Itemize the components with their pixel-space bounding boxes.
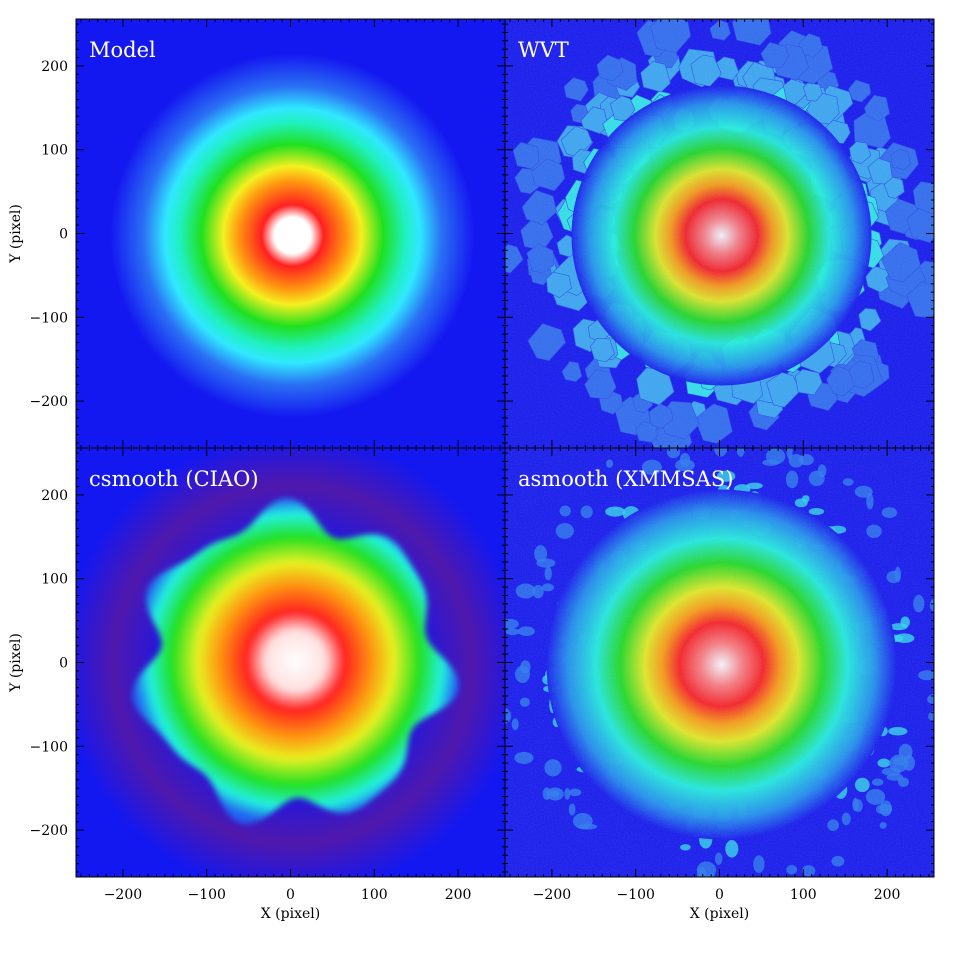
csmooth-blob <box>132 498 459 824</box>
panel-title: asmooth (XMMSAS) <box>518 467 733 491</box>
x-tick-label: 0 <box>286 887 295 903</box>
y-tick-label: −100 <box>30 739 68 755</box>
y-axis-title: Y (pixel) <box>8 633 24 693</box>
x-tick-label: 0 <box>715 887 724 903</box>
panel-csmooth: csmooth (CIAO) <box>75 447 506 878</box>
y-tick-label: 200 <box>41 59 68 75</box>
x-tick-label: −200 <box>533 887 571 903</box>
x-tick-label: 100 <box>790 887 817 903</box>
model-surface-brightness <box>110 53 475 418</box>
x-tick-label: −100 <box>616 887 654 903</box>
panel-title: Model <box>89 38 156 62</box>
y-tick-label: 0 <box>59 656 68 672</box>
x-axis-title: X (pixel) <box>690 906 749 922</box>
x-tick-label: 100 <box>361 887 388 903</box>
y-tick-label: −200 <box>30 394 68 410</box>
x-tick-label: 200 <box>445 887 472 903</box>
y-tick-label: 100 <box>41 572 68 588</box>
x-tick-label: −200 <box>104 887 142 903</box>
panel-ticks <box>505 448 934 877</box>
y-tick-label: 200 <box>41 488 68 504</box>
y-tick-label: −100 <box>30 310 68 326</box>
x-tick-label: −100 <box>187 887 225 903</box>
panel-model: Model <box>75 18 506 449</box>
panel-wvt: WVT <box>504 18 935 449</box>
panel-ticks <box>505 19 934 448</box>
panel-asmooth: asmooth (XMMSAS) <box>504 447 935 878</box>
panel-title: csmooth (CIAO) <box>89 467 259 491</box>
panel-title: WVT <box>518 38 569 62</box>
y-tick-label: 100 <box>41 143 68 159</box>
y-axis-title: Y (pixel) <box>8 204 24 264</box>
y-tick-label: −200 <box>30 823 68 839</box>
x-tick-label: 200 <box>874 887 901 903</box>
x-axis-title: X (pixel) <box>261 906 320 922</box>
y-tick-label: 0 <box>59 227 68 243</box>
